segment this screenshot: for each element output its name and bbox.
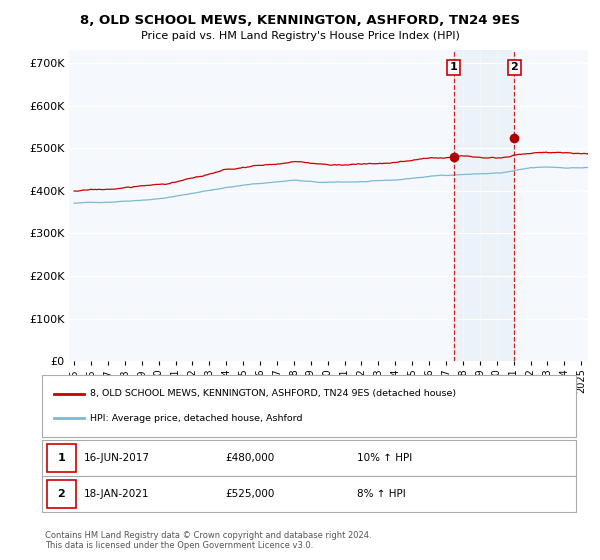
Text: £480,000: £480,000	[225, 453, 274, 463]
Text: 18-JAN-2021: 18-JAN-2021	[84, 489, 149, 499]
Bar	[454, 50, 514, 361]
Text: 2: 2	[511, 62, 518, 72]
Text: 10% ↑ HPI: 10% ↑ HPI	[357, 453, 412, 463]
Text: £525,000: £525,000	[225, 489, 274, 499]
Text: 8, OLD SCHOOL MEWS, KENNINGTON, ASHFORD, TN24 9ES (detached house): 8, OLD SCHOOL MEWS, KENNINGTON, ASHFORD,…	[90, 389, 456, 398]
Text: 8% ↑ HPI: 8% ↑ HPI	[357, 489, 406, 499]
Text: Contains HM Land Registry data © Crown copyright and database right 2024.
This d: Contains HM Land Registry data © Crown c…	[45, 530, 371, 550]
Text: 1: 1	[58, 453, 65, 463]
Text: HPI: Average price, detached house, Ashford: HPI: Average price, detached house, Ashf…	[90, 414, 302, 423]
Text: 16-JUN-2017: 16-JUN-2017	[84, 453, 150, 463]
Text: Price paid vs. HM Land Registry's House Price Index (HPI): Price paid vs. HM Land Registry's House …	[140, 31, 460, 41]
Text: 1: 1	[450, 62, 458, 72]
Text: 8, OLD SCHOOL MEWS, KENNINGTON, ASHFORD, TN24 9ES: 8, OLD SCHOOL MEWS, KENNINGTON, ASHFORD,…	[80, 14, 520, 27]
Text: 2: 2	[58, 489, 65, 499]
